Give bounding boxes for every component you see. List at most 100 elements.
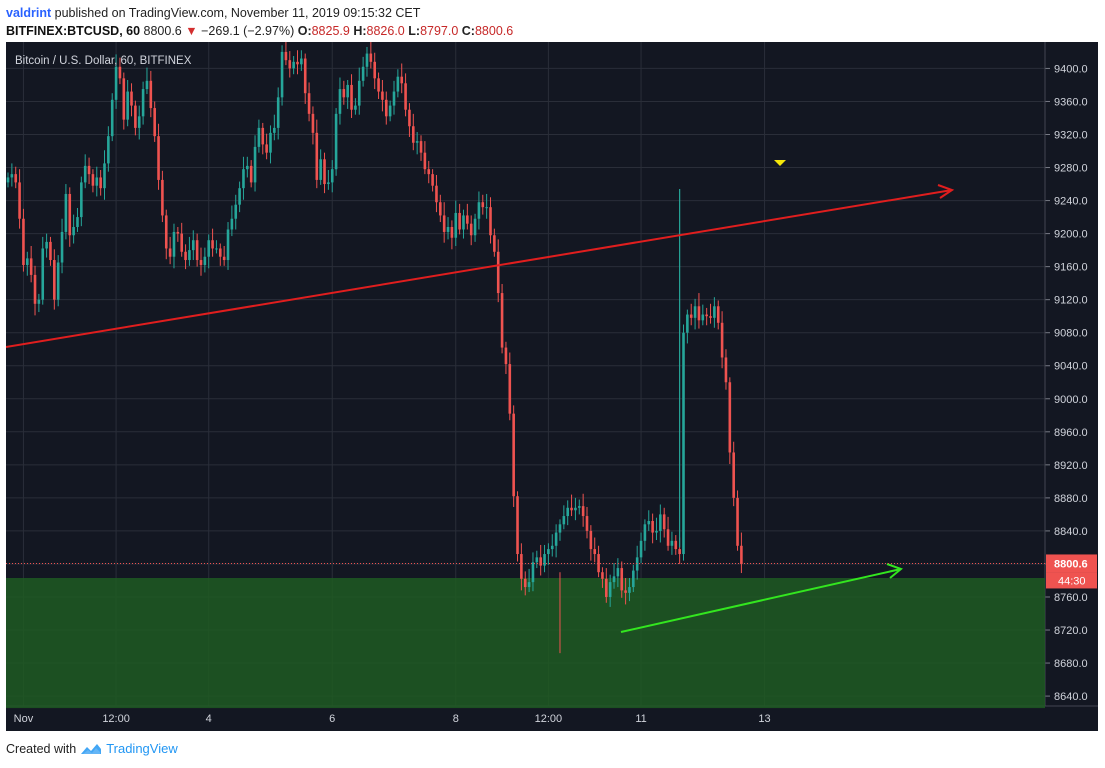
candle-body [180,233,183,252]
candle-body [29,258,33,275]
y-tick-label: 8680.0 [1054,658,1088,670]
publish-header: valdrint published on TradingView.com, N… [6,4,1096,40]
candle-body [307,93,311,114]
candle-body [647,521,651,525]
last-price: 8800.6 [143,24,182,38]
candle-body [215,248,218,250]
candle-body [589,530,593,550]
author-name[interactable]: valdrint [6,6,52,20]
candle-body [60,231,64,263]
candle-body [481,202,485,208]
candle-body [608,582,612,597]
footer: Created with TradingView [6,741,178,756]
candle-body [45,241,48,249]
candle-body [153,108,156,137]
candle-body [300,58,303,65]
candle-body [114,66,118,100]
candle-body [273,127,276,133]
y-tick-label: 8840.0 [1054,526,1088,538]
candle-body [381,91,384,100]
candle-body [651,521,654,533]
candle-body [593,549,597,555]
y-tick-label: 9240.0 [1054,196,1088,208]
candle-body [284,51,288,61]
candle-body [319,159,322,180]
candle-body [18,182,21,219]
candle-body [103,163,106,189]
candle-body [496,251,500,294]
candle-body [303,58,307,94]
candle-body [369,53,373,62]
support-zone [6,577,1045,709]
candle-body [520,554,523,579]
chart-title: Bitcoin / U.S. Dollar, 60, BITFINEX [15,55,192,67]
candle-body [740,545,743,564]
open-value: 8825.9 [311,24,350,38]
low-value: 8797.0 [420,24,459,38]
candle-body [95,177,99,186]
candle-body [527,582,531,588]
candle-body [419,141,423,153]
candle-body [195,240,199,261]
candle-body [577,506,581,508]
tradingview-logo-icon [81,743,102,754]
symbol-label: BITFINEX:BTCUSD, 60 [6,24,141,38]
high-label: H: [353,24,367,38]
candle-body [246,165,249,170]
y-tick-label: 9040.0 [1054,361,1088,373]
candle-body [643,524,647,541]
candle-body [334,113,338,170]
candle-body [435,185,438,203]
candle-body [670,540,674,546]
candle-body [288,60,292,69]
candle-body [342,89,346,98]
tradingview-brand[interactable]: TradingView [106,741,178,756]
price-chart[interactable]: 8640.08680.08720.08760.08800.08840.08880… [6,42,1098,731]
y-tick-label: 8960.0 [1054,427,1088,439]
candle-body [550,545,554,550]
candle-body [323,159,326,185]
candle-body [558,524,562,533]
candle-body [462,215,465,230]
price-change: −269.1 (−2.97%) [201,24,295,38]
x-tick-label: 12:00 [102,713,130,725]
support-trendline [620,568,902,633]
candle-body [662,514,666,530]
candle-body [149,80,153,109]
candle-body [168,248,172,257]
candle-body [709,316,712,318]
created-with-label: Created with [6,741,77,756]
y-tick-label: 9080.0 [1054,328,1088,340]
candle-body [392,91,396,106]
candle-body [292,61,295,69]
candle-body [377,78,380,92]
y-tick-label: 8720.0 [1054,625,1088,637]
candle-body [639,540,643,558]
candle-body [489,207,492,236]
candle-body [562,516,566,525]
price-badge-label: 8800.6 [1054,558,1088,570]
x-tick-label: 8 [453,713,459,725]
candle-body [523,578,527,588]
candle-body [172,231,176,257]
candle-body [446,226,450,232]
x-tick-label: Nov [14,713,34,725]
candle-body [601,572,604,579]
candle-body [689,314,693,318]
y-tick-label: 9400.0 [1054,63,1088,75]
candle-body [624,590,627,593]
price-axis-background [1045,42,1098,731]
candle-body [249,165,253,183]
candle-body [33,274,37,304]
candle-body [346,84,349,98]
x-tick-label: 12:00 [535,713,563,725]
candle-body [570,507,573,511]
candle-body [118,66,122,79]
candle-body [83,165,87,183]
open-label: O: [297,24,312,38]
candle-body [203,256,207,265]
candle-body [137,116,141,128]
candle-body [500,293,504,348]
high-value: 8826.0 [366,24,405,38]
candle-body [99,177,102,189]
